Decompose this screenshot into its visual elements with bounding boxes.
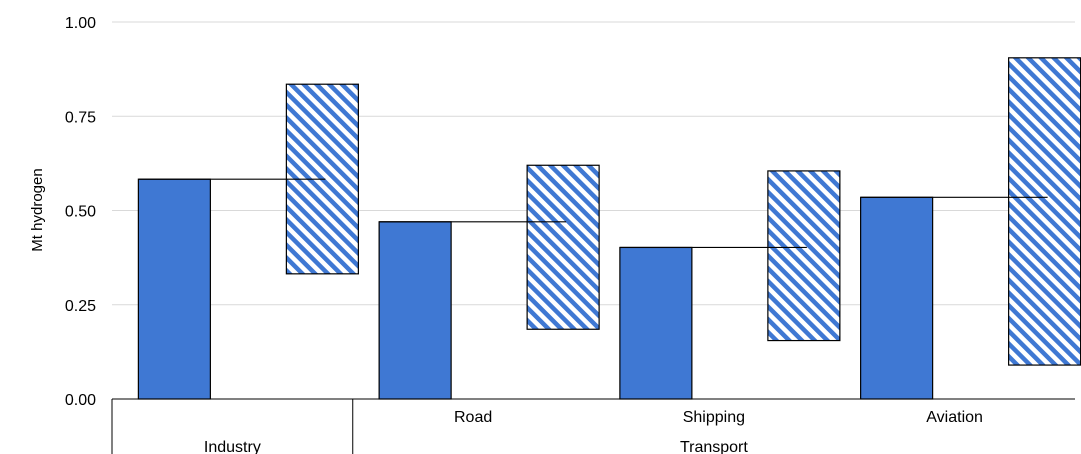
range-bar-road <box>526 164 600 330</box>
category-label: Aviation <box>926 409 983 426</box>
solid-bar-road <box>378 221 452 400</box>
category-label: Road <box>454 409 492 426</box>
y-axis-title: Mt hydrogen <box>29 168 46 251</box>
range-bar-shipping <box>767 170 841 342</box>
category-axis: Industry Transport Road Shipping Aviation <box>111 398 1075 454</box>
range-bar-aviation <box>1008 57 1081 366</box>
group-label: Transport <box>680 439 748 454</box>
solid-bar-industry <box>137 178 211 400</box>
y-tick-label: 0.00 <box>65 392 96 409</box>
bars <box>137 57 1081 400</box>
y-tick-label: 0.25 <box>65 298 96 315</box>
group-label: Industry <box>204 439 261 454</box>
y-tick-label: 0.50 <box>65 204 96 221</box>
solid-bar-shipping <box>619 246 693 400</box>
y-tick-label: 0.75 <box>65 109 96 126</box>
solid-bar-aviation <box>860 196 934 400</box>
category-label: Shipping <box>683 409 745 426</box>
y-tick-labels: 0.00 0.25 0.50 0.75 1.00 <box>65 15 96 409</box>
y-tick-label: 1.00 <box>65 15 96 32</box>
